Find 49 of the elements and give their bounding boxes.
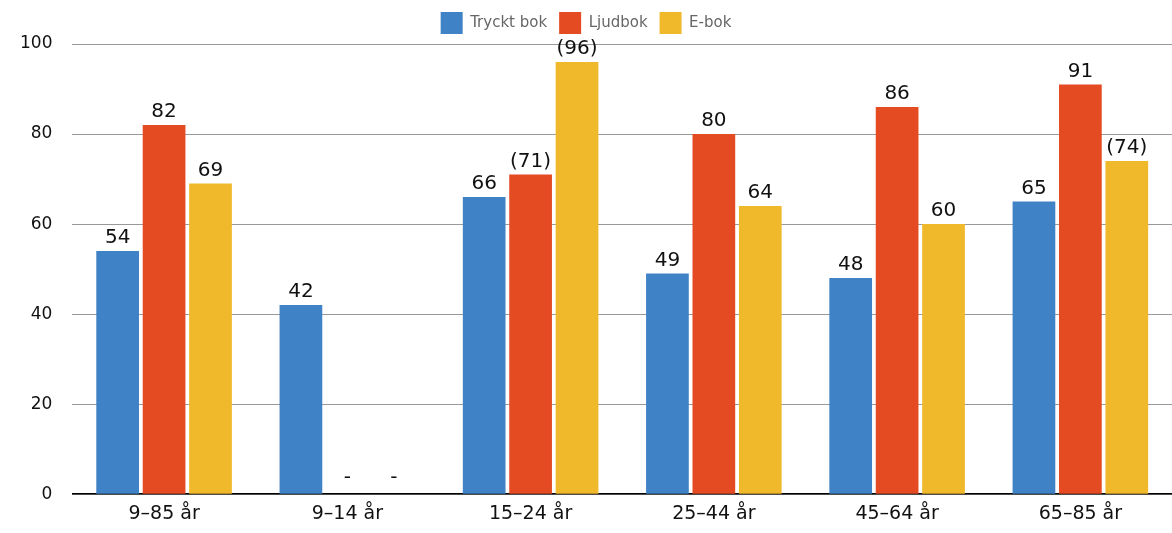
bar [509,174,552,494]
data-label: (96) [556,35,598,60]
data-label: (71) [510,147,552,172]
legend-label: Ljudbok [588,12,648,31]
bar [646,273,689,494]
data-label: 80 [701,107,727,132]
x-tick-label: 9–85 år [128,500,200,523]
legend-label: E-bok [689,12,732,31]
bar [1105,161,1149,494]
y-tick-label: 0 [41,482,53,503]
data-label: 54 [104,224,131,249]
bar [922,224,965,494]
x-tick-label: 45–64 år [855,500,939,523]
legend-label: Tryckt bok [469,12,548,31]
data-label: 48 [837,251,864,276]
data-label: 69 [197,156,224,181]
data-label: 91 [1067,57,1094,82]
bar [555,62,599,494]
text: - [343,464,351,489]
x-tick-label: 9–14 år [311,500,384,523]
bar [1059,84,1102,494]
x-tick-label: 65–85 år [1038,500,1123,523]
bar [279,305,323,494]
y-tick-label: 80 [30,122,53,143]
data-label: 82 [151,98,177,123]
bar [462,197,506,494]
bar [1012,201,1056,494]
y-tick-label: 60 [30,212,53,233]
x-tick-label: 15–24 år [488,500,573,523]
y-tick-label: 40 [30,302,53,323]
bar [189,183,232,494]
bar [692,134,736,494]
data-label: 42 [288,278,314,303]
data-label: 49 [654,246,681,271]
data-label: 66 [471,170,497,195]
y-tick-label: 20 [30,392,53,413]
data-label: 86 [884,80,910,105]
x-tick-label: 25–44 år [672,500,756,523]
bar [829,278,873,494]
data-label: (74) [1106,134,1148,159]
data-label: 64 [747,179,774,204]
y-tick-label: 100 [19,32,53,53]
data-label: 60 [930,197,957,222]
bar [96,251,140,494]
bar [142,125,186,494]
bar [738,206,782,494]
data-label: 65 [1021,174,1047,199]
text: - [390,464,398,489]
bar [875,107,919,494]
